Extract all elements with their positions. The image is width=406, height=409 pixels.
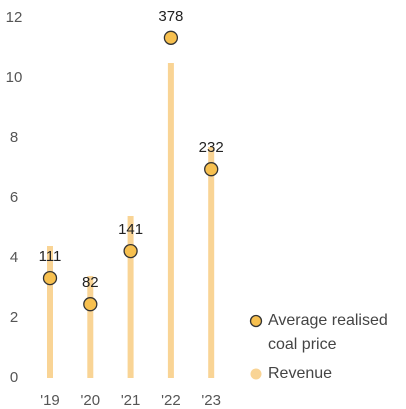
price-dot xyxy=(163,30,179,45)
y-tick-label: 6 xyxy=(10,189,18,206)
y-tick-label: 8 xyxy=(10,129,18,146)
x-tick-label: '20 xyxy=(81,392,101,409)
y-tick-label: 4 xyxy=(10,249,18,266)
y-tick-label: 12 xyxy=(6,9,23,26)
data-label: 141 xyxy=(118,221,143,238)
price-dot xyxy=(204,162,219,177)
x-tick-label: '19 xyxy=(40,392,60,409)
y-tick-label: 0 xyxy=(10,369,18,386)
data-label: 82 xyxy=(82,274,99,291)
price-dot xyxy=(42,270,58,286)
y-tick-label: 2 xyxy=(10,309,18,326)
price-dot xyxy=(123,243,138,259)
y-tick-label: 10 xyxy=(6,69,23,86)
data-label: 378 xyxy=(158,8,183,25)
bar xyxy=(127,216,134,378)
legend-marker xyxy=(249,314,263,328)
price-dot xyxy=(83,297,98,312)
data-label: 111 xyxy=(39,248,62,265)
bar xyxy=(208,147,215,378)
bar xyxy=(167,63,174,378)
data-label: 232 xyxy=(199,139,224,156)
x-tick-label: '22 xyxy=(161,392,181,409)
bar xyxy=(87,276,94,378)
x-tick-label: '21 xyxy=(121,392,141,409)
bar xyxy=(47,246,53,378)
x-tick-label: '23 xyxy=(201,392,221,409)
legend-label: Revenue xyxy=(268,365,333,382)
legend-marker xyxy=(250,368,262,380)
legend-label: Average realised coal price xyxy=(268,312,388,353)
